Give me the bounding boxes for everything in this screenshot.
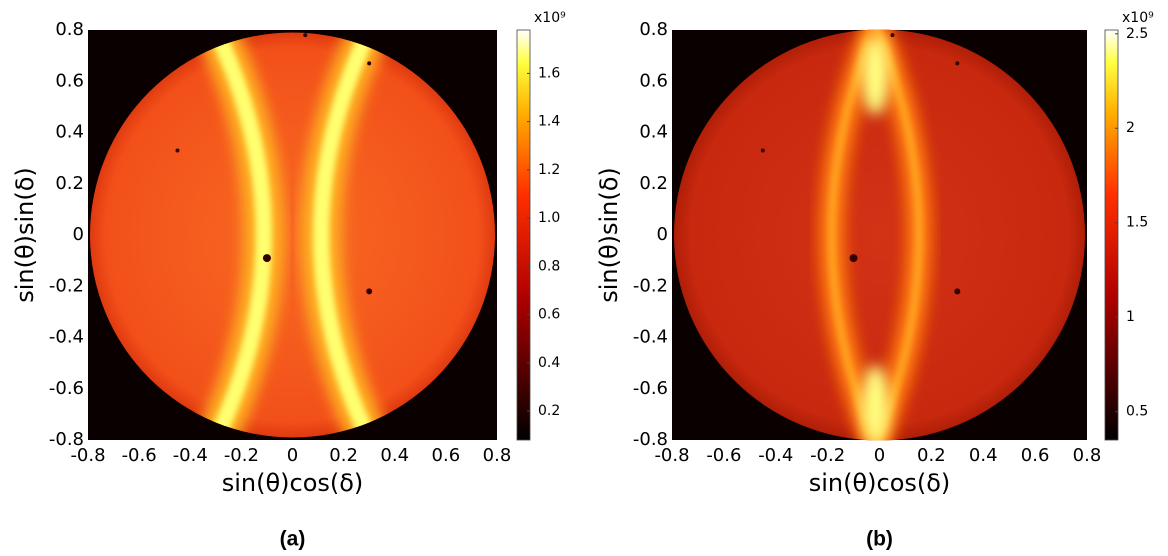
speck <box>366 288 373 295</box>
speck <box>890 33 895 38</box>
y-tick-label: -0.8 <box>49 429 84 450</box>
y-tick-label: -0.2 <box>633 275 668 296</box>
speck <box>849 254 858 263</box>
x-axis-label: sin(θ)cos(δ) <box>222 469 364 497</box>
x-tick-label: -0.8 <box>70 445 105 466</box>
y-tick-label: -0.6 <box>633 378 668 399</box>
bands <box>695 29 961 441</box>
y-tick-label: -0.4 <box>49 327 84 348</box>
y-axis-label: sin(θ)sin(δ) <box>595 167 623 303</box>
band <box>313 32 382 438</box>
y-tick-label: -0.2 <box>49 275 84 296</box>
panel-caption: (a) <box>280 528 306 551</box>
colorbar-tick-label: 2.5 <box>1126 26 1148 42</box>
speck <box>175 148 180 153</box>
x-tick-label: 0.8 <box>1073 445 1102 466</box>
hotspot <box>861 365 890 441</box>
x-tick-label: -0.6 <box>122 445 157 466</box>
y-tick-label: 0 <box>73 224 84 245</box>
y-tick-label: 0.2 <box>55 173 84 194</box>
colorbar-tick-label: 0.2 <box>538 403 560 419</box>
colorbar-tick-label: 1.2 <box>538 162 560 178</box>
y-axis-label: sin(θ)sin(δ) <box>11 167 39 303</box>
colorbar-exponent: x10⁹ <box>534 10 566 26</box>
disc <box>90 32 495 438</box>
colorbar-tick-label: 1.4 <box>538 114 560 130</box>
colorbar-tick-label: 0.4 <box>538 355 560 371</box>
x-tick-label: 0.4 <box>380 445 409 466</box>
y-tick-label: -0.8 <box>633 429 668 450</box>
speck <box>262 254 271 263</box>
x-tick-label: 0.6 <box>432 445 461 466</box>
colorbar-exponent: x10⁹ <box>1122 10 1154 26</box>
y-tick-label: -0.4 <box>633 327 668 348</box>
colorbar-tick-label: 0.8 <box>538 258 560 274</box>
hotspot <box>861 35 890 115</box>
x-tick-label: 0.8 <box>483 445 512 466</box>
speck <box>955 61 960 66</box>
speck <box>760 148 765 153</box>
y-tick-label: 0.2 <box>639 173 668 194</box>
colorbar <box>1104 29 1119 441</box>
x-tick-label: -0.8 <box>654 445 689 466</box>
x-tick-label: -0.4 <box>758 445 793 466</box>
colorbar-tick-label: 0.6 <box>538 307 560 323</box>
band <box>203 32 272 438</box>
y-tick-label: 0.4 <box>55 122 84 143</box>
disc <box>674 29 1085 441</box>
y-tick-label: 0.4 <box>639 122 668 143</box>
colorbar-tick-label: 2 <box>1126 120 1135 136</box>
colorbar-tick-label: 1.5 <box>1126 215 1148 231</box>
x-tick-label: 0 <box>287 445 298 466</box>
x-tick-label: 0.4 <box>969 445 998 466</box>
colorbar-tick-label: 0.5 <box>1126 404 1148 420</box>
band <box>871 29 923 441</box>
colorbar-tick-label: 1.6 <box>538 65 560 81</box>
x-tick-label: -0.2 <box>224 445 259 466</box>
colorbar <box>516 29 531 441</box>
y-tick-label: 0.8 <box>55 19 84 40</box>
y-tick-label: 0.6 <box>55 70 84 91</box>
y-tick-label: -0.6 <box>49 378 84 399</box>
colorbar-tick-label: 1.0 <box>538 210 560 226</box>
band <box>827 29 880 441</box>
x-axis-label: sin(θ)cos(δ) <box>809 469 951 497</box>
speck <box>303 33 308 38</box>
y-tick-label: 0 <box>657 224 668 245</box>
x-tick-label: 0.2 <box>329 445 358 466</box>
y-tick-label: 0.8 <box>639 19 668 40</box>
x-tick-label: 0.6 <box>1021 445 1050 466</box>
panel-caption: (b) <box>866 528 893 551</box>
speck <box>954 288 961 295</box>
bands <box>111 32 393 438</box>
x-tick-label: -0.4 <box>173 445 208 466</box>
speck <box>367 61 372 66</box>
y-tick-label: 0.6 <box>639 70 668 91</box>
x-tick-label: 0.2 <box>917 445 946 466</box>
x-tick-label: -0.2 <box>810 445 845 466</box>
x-tick-label: -0.6 <box>706 445 741 466</box>
x-tick-label: 0 <box>874 445 885 466</box>
colorbar-tick-label: 1 <box>1126 309 1135 325</box>
